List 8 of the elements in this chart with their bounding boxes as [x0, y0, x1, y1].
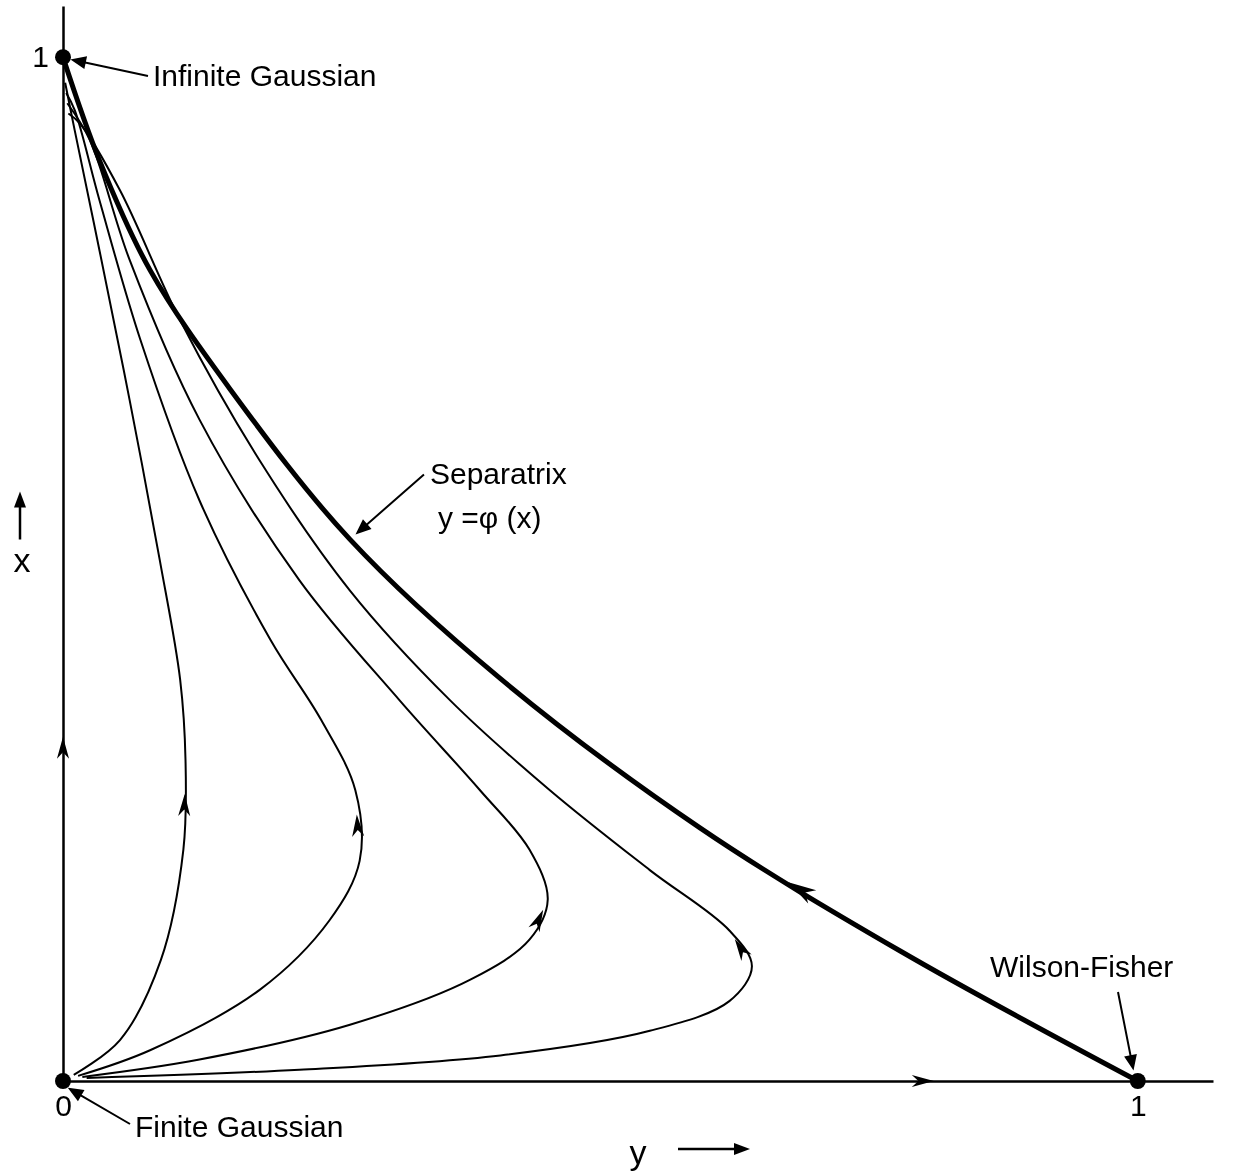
y-axis-title: x — [13, 540, 31, 579]
annotation: Infinite Gaussian — [153, 59, 377, 92]
x-axis-title: y — [629, 1133, 647, 1171]
x-tick-label: 0 — [55, 1089, 72, 1123]
text: Finite Gaussian — [135, 1110, 344, 1143]
annotation: Wilson-Fisher — [990, 950, 1174, 983]
annotation: Separatrix y =φ (x) — [429, 457, 567, 535]
text: 1 — [32, 40, 49, 74]
